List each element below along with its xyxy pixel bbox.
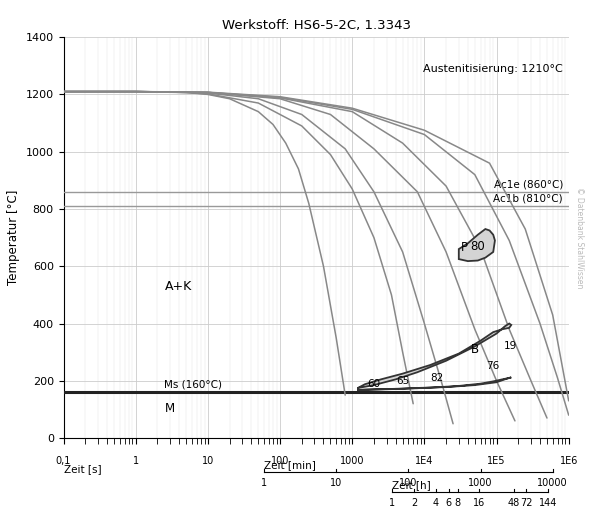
Text: 72: 72 — [520, 498, 532, 508]
Text: M: M — [165, 402, 174, 415]
Title: Werkstoff: HS6-5-2C, 1.3343: Werkstoff: HS6-5-2C, 1.3343 — [221, 19, 411, 32]
Text: 19: 19 — [503, 341, 517, 352]
Text: 6: 6 — [445, 498, 451, 508]
Text: 1: 1 — [261, 478, 267, 488]
Text: P: P — [461, 241, 468, 254]
Text: A+K: A+K — [165, 280, 192, 293]
Text: 82: 82 — [430, 373, 443, 383]
Text: 10: 10 — [330, 478, 342, 488]
Text: 48: 48 — [508, 498, 520, 508]
Text: 65: 65 — [396, 376, 409, 387]
Text: Zeit [min]: Zeit [min] — [264, 460, 316, 470]
Text: 100: 100 — [399, 478, 417, 488]
Text: Zeit [h]: Zeit [h] — [393, 480, 431, 490]
Text: 1: 1 — [132, 456, 139, 466]
Text: 8: 8 — [454, 498, 460, 508]
Text: Zeit [s]: Zeit [s] — [64, 464, 101, 474]
Text: B: B — [471, 343, 479, 356]
Text: 16: 16 — [473, 498, 485, 508]
Text: 1000: 1000 — [340, 456, 364, 466]
Text: 2: 2 — [411, 498, 417, 508]
Text: Austenitisierung: 1210°C: Austenitisierung: 1210°C — [423, 64, 563, 74]
Text: Ac1b (810°C): Ac1b (810°C) — [493, 194, 563, 204]
Text: 10000: 10000 — [537, 478, 568, 488]
Text: 76: 76 — [486, 362, 500, 372]
Text: 1: 1 — [389, 498, 396, 508]
Text: 4: 4 — [433, 498, 439, 508]
Polygon shape — [358, 323, 511, 390]
Text: Ms (160°C): Ms (160°C) — [165, 380, 223, 390]
Text: © Datenbank StahlWissen: © Datenbank StahlWissen — [575, 187, 584, 288]
Text: 0,1: 0,1 — [56, 456, 71, 466]
Polygon shape — [459, 229, 495, 261]
Text: 1E4: 1E4 — [415, 456, 434, 466]
Text: 100: 100 — [271, 456, 289, 466]
Text: 1000: 1000 — [468, 478, 492, 488]
Text: 144: 144 — [539, 498, 557, 508]
Text: Ac1e (860°C): Ac1e (860°C) — [494, 179, 563, 190]
Text: 80: 80 — [471, 241, 485, 253]
Y-axis label: Temperatur [°C]: Temperatur [°C] — [7, 190, 20, 285]
Text: 60: 60 — [367, 379, 381, 389]
Text: 10: 10 — [201, 456, 214, 466]
Text: 1E5: 1E5 — [487, 456, 506, 466]
Text: 1E6: 1E6 — [560, 456, 578, 466]
